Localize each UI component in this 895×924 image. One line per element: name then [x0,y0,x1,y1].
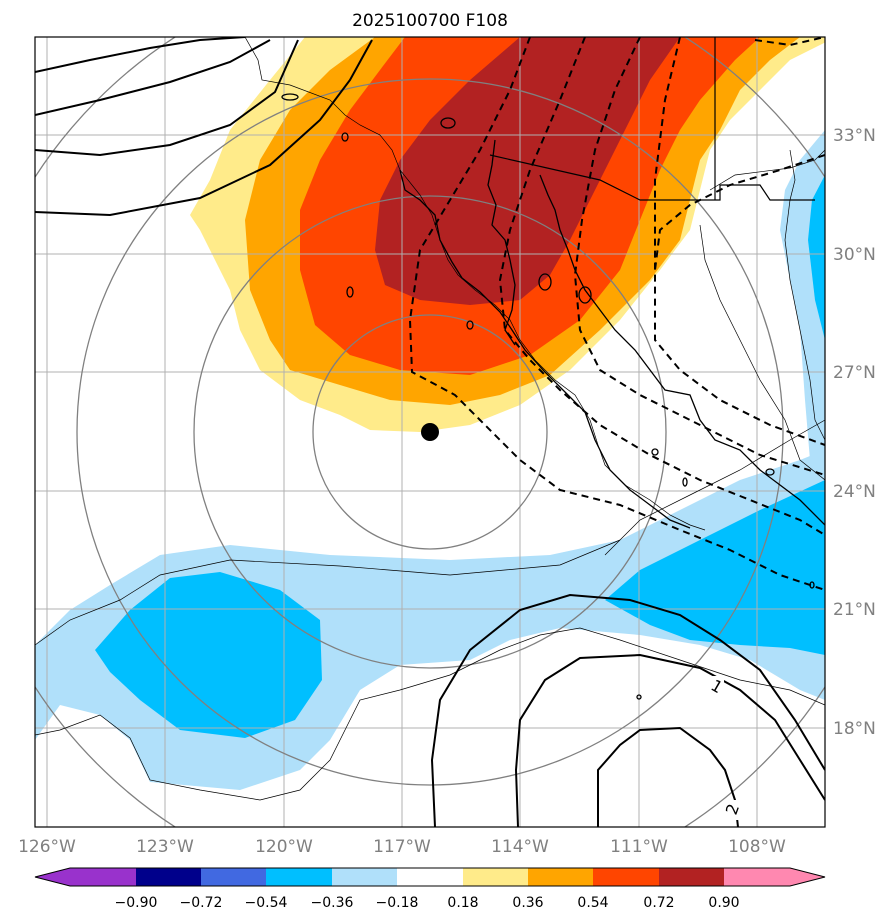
graticule [35,37,825,827]
coastline-pacific-north [35,539,621,646]
map-frame [34,36,826,828]
contour-s-1 [430,593,825,827]
island-3 [346,286,354,298]
figure-title: 2025100700 F108 [352,11,508,31]
colorbar-segment-8 [528,868,594,886]
lon-label-120w: 120°W [255,837,313,857]
fill-neg-036-054-southwest [95,572,322,738]
solid-contours [35,37,825,827]
contour-neg-2 [498,37,825,536]
storm-center-marker [421,423,439,441]
colorbar-tick-7: 0.36 [512,895,543,911]
distance-ring-1 [312,314,548,550]
colorbar-segment-2 [136,868,202,886]
contour-nw-4 [35,39,373,217]
border-us-mexico [489,154,815,201]
island-5 [538,273,552,291]
dashed-contours [408,37,825,591]
outline-east-lower [604,419,825,556]
colorbar-segment-9 [593,868,659,886]
island-8 [651,448,659,456]
colorbar-segment-4 [266,868,332,886]
fill-pos-072-090 [375,37,680,305]
colorbar-tick-3: −0.54 [245,895,288,911]
distance-ring-2 [193,195,667,669]
colorbar-extend-low [35,868,136,886]
island-9 [682,477,688,487]
island-12 [765,468,775,476]
fill-neg-036-054-east [808,175,825,340]
latitude-labels: 33°N 30°N 27°N 24°N 21°N 18°N [833,126,876,739]
coastline-gulf-of-california [487,139,825,526]
contour-neg-5 [654,154,825,271]
island-1 [440,117,456,129]
distance-rings [35,37,825,827]
lon-label-114w: 114°W [491,837,549,857]
coastline-california [244,37,706,531]
colorbar-tick-8: 0.54 [577,895,608,911]
colorbar-tick-2: −0.72 [180,895,223,911]
lon-label-126w: 126°W [18,837,76,857]
colorbar-tick-6: 0.18 [447,895,478,911]
contour-label-bg-1 [710,676,724,696]
coastlines [35,37,825,801]
lat-label-18n: 18°N [833,719,876,739]
fill-neg-036-054-southeast [605,480,825,655]
colorbar: −0.90 −0.72 −0.54 −0.36 −0.18 0.18 0.36 … [34,867,826,911]
colorbar-tick-4: −0.36 [311,895,354,911]
colorbar-segment-7 [463,868,529,886]
lat-label-27n: 27°N [833,363,876,383]
colorbar-segment-6 [397,868,463,886]
colorbar-tick-1: −0.90 [115,895,158,911]
distance-ring-3 [76,78,784,786]
contour-nw-1 [35,37,246,73]
island-10 [636,694,642,700]
island-6 [578,286,592,304]
coastline-east-mexico [699,224,825,481]
islands [281,93,815,700]
lon-label-111w: 111°W [610,837,668,857]
colorbar-tick-10: 0.90 [708,895,739,911]
contour-s-2 [514,653,825,827]
outline-eastern [784,149,825,441]
colorbar-tick-9: 0.72 [643,895,674,911]
coastline-baja [399,169,691,529]
lon-label-117w: 117°W [373,837,431,857]
island-2 [341,132,349,142]
longitude-labels: 126°W 123°W 120°W 117°W 114°W 111°W 108°… [18,837,786,857]
contour-neg-3 [573,37,825,476]
contour-neg-4 [654,37,825,446]
contour-nw-2 [35,39,271,116]
colorbar-tick-5: −0.18 [376,895,419,911]
lat-label-33n: 33°N [833,126,876,146]
colorbar-extend-high [724,868,825,886]
colorbar-outline [34,867,826,887]
contour-s-3 [597,726,739,827]
lat-label-24n: 24°N [833,482,876,502]
lon-label-123w: 123°W [136,837,194,857]
lat-label-21n: 21°N [833,600,876,620]
contour-nw-3 [35,39,299,157]
colorbar-segment-10 [659,868,725,886]
colorbar-segment-5 [332,868,398,886]
coastline-pacific-south [35,627,825,801]
island-7 [281,93,299,101]
lon-label-108w: 108°W [728,837,786,857]
lat-label-30n: 30°N [833,245,876,265]
map-area: 1 2 [35,37,825,827]
island-4 [466,320,474,330]
colorbar-segment-3 [201,868,267,886]
contour-label-bg-2 [724,800,740,820]
